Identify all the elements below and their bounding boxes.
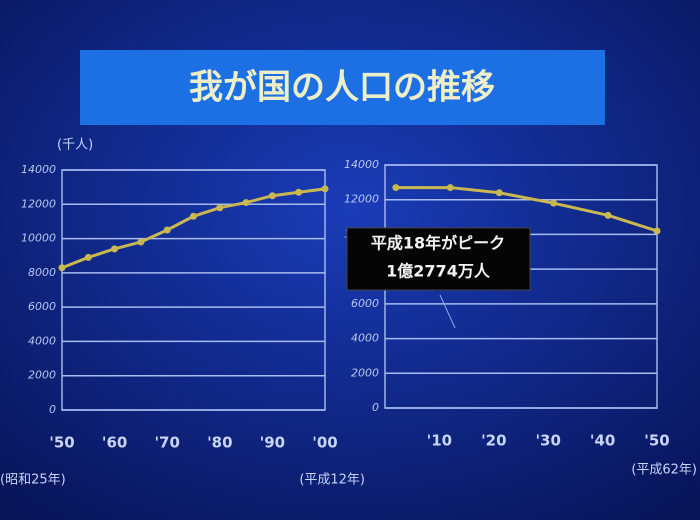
- point: [58, 264, 66, 272]
- y-tick-label: 12000: [21, 197, 56, 210]
- x-end-label: (平成12年): [299, 473, 365, 488]
- x-tick-label: '80: [207, 434, 232, 452]
- y-tick-label: 14000: [21, 163, 56, 176]
- title-box: [80, 50, 605, 125]
- x-tick-label: '30: [535, 432, 560, 450]
- point: [137, 238, 145, 246]
- x-end-label: (平成62年): [631, 463, 697, 478]
- title: 我が国の人口の推移: [189, 68, 495, 108]
- point: [84, 253, 92, 261]
- point: [268, 192, 276, 200]
- y-tick-label: 0: [49, 403, 56, 416]
- x-tick-label: '20: [481, 432, 506, 450]
- y-tick-label: 8000: [28, 266, 56, 279]
- y-tick-label: 4000: [351, 332, 379, 345]
- x-tick-label: '70: [154, 434, 179, 452]
- point: [321, 185, 329, 193]
- line: [395, 186, 658, 233]
- annotation-box: [346, 227, 531, 291]
- annotation-pointer: [439, 294, 456, 329]
- point: [190, 212, 197, 220]
- point: [495, 189, 503, 197]
- x-tick-label: '40: [590, 432, 615, 450]
- y-axis-label: (千人): [57, 138, 93, 153]
- y-tick-label: 0: [372, 401, 379, 414]
- x-tick-label: '10: [427, 432, 452, 450]
- point: [163, 226, 171, 234]
- y-tick-label: 12000: [344, 193, 379, 206]
- annotation-text: 1億2774万人: [386, 262, 491, 281]
- x-tick-label: '50: [644, 432, 669, 450]
- y-tick-label: 14000: [344, 158, 379, 171]
- x-start-label: (昭和25年): [0, 473, 66, 488]
- point: [216, 204, 224, 212]
- y-tick-label: 4000: [28, 334, 56, 347]
- point: [392, 184, 400, 192]
- y-tick-label: 6000: [351, 297, 379, 310]
- x-tick-label: '50: [49, 434, 74, 452]
- annotation-text: 平成18年がピーク: [371, 234, 505, 253]
- point: [604, 211, 612, 219]
- x-tick-label: '00: [312, 434, 337, 452]
- y-tick-label: 2000: [351, 366, 379, 379]
- point: [550, 199, 558, 207]
- point: [295, 188, 303, 196]
- x-tick-label: '90: [260, 434, 285, 452]
- y-tick-label: 2000: [28, 369, 56, 382]
- y-tick-label: 6000: [28, 300, 56, 313]
- point: [242, 199, 250, 207]
- y-tick-label: 10000: [21, 232, 56, 245]
- point: [111, 245, 119, 253]
- point: [653, 227, 661, 235]
- point: [446, 184, 454, 192]
- x-tick-label: '60: [102, 434, 127, 452]
